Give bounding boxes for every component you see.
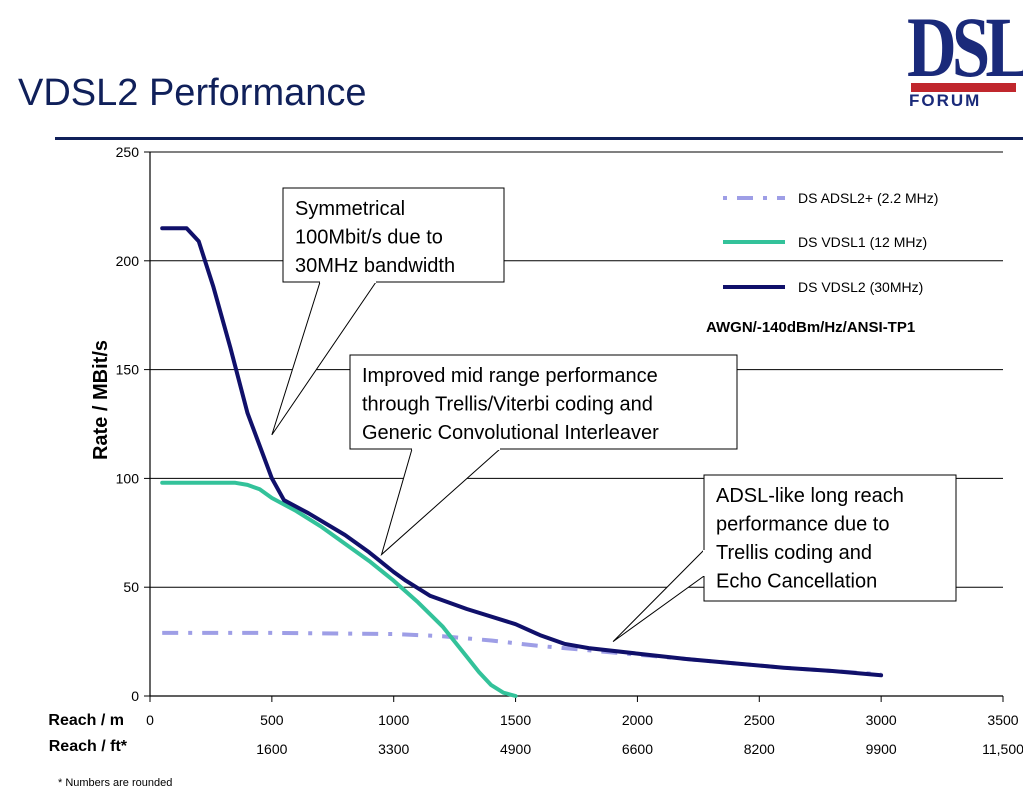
x-axis-label-m: Reach / m bbox=[48, 712, 124, 729]
series-line-0 bbox=[162, 630, 882, 677]
y-tick-label: 200 bbox=[116, 253, 140, 269]
series-line-2 bbox=[160, 226, 884, 678]
x-tick-label-m: 3500 bbox=[987, 712, 1018, 728]
legend-note: AWGN/-140dBm/Hz/ANSI-TP1 bbox=[706, 319, 915, 336]
x-axis-label-ft: Reach / ft* bbox=[49, 738, 128, 755]
x-tick-label-m: 500 bbox=[260, 712, 284, 728]
callout-box bbox=[703, 474, 957, 602]
callout-box bbox=[282, 187, 505, 283]
title-divider bbox=[55, 137, 1023, 140]
callout-pointer bbox=[380, 448, 502, 557]
x-tick-label-ft: 1600 bbox=[256, 741, 287, 757]
legend-label: DS ADSL2+ (2.2 MHz) bbox=[798, 190, 938, 206]
callout-text: through Trellis/Viterbi coding and bbox=[362, 394, 653, 416]
y-axis-label: Rate / MBit/s bbox=[90, 340, 112, 460]
x-tick-label-m: 2500 bbox=[744, 712, 775, 728]
y-tick-label: 0 bbox=[131, 688, 139, 704]
dsl-forum-logo: DSL FORUM bbox=[905, 0, 1023, 110]
series-line-1 bbox=[160, 480, 518, 698]
logo-subtext: FORUM bbox=[909, 91, 982, 110]
y-tick-label: 50 bbox=[123, 579, 139, 595]
y-tick-label: 100 bbox=[116, 470, 140, 486]
legend-label: DS VDSL2 (30MHz) bbox=[798, 279, 923, 295]
x-tick-label-m: 2000 bbox=[622, 712, 653, 728]
x-tick-label-ft: 11,500 bbox=[982, 741, 1023, 757]
x-tick-label-ft: 3300 bbox=[378, 741, 409, 757]
callout-text: ADSL-like long reach bbox=[716, 485, 904, 507]
slide-title: VDSL2 Performance bbox=[18, 72, 367, 114]
callout-box bbox=[349, 354, 738, 450]
x-tick-label-ft: 8200 bbox=[744, 741, 775, 757]
x-tick-label-ft: 4900 bbox=[500, 741, 531, 757]
callout-text: 30MHz bandwidth bbox=[295, 255, 455, 277]
callout-text: Trellis coding and bbox=[716, 542, 872, 564]
logo-wordmark: DSL bbox=[907, 0, 1023, 95]
x-tick-label-ft: 6600 bbox=[622, 741, 653, 757]
callout-text: 100Mbit/s due to bbox=[295, 227, 443, 249]
callout-pointer bbox=[612, 548, 705, 643]
x-tick-label-ft: 9900 bbox=[866, 741, 897, 757]
footnote: * Numbers are rounded bbox=[58, 777, 173, 789]
logo-band bbox=[911, 83, 1016, 92]
x-tick-label-m: 1500 bbox=[500, 712, 531, 728]
y-tick-label: 150 bbox=[116, 362, 140, 378]
callout-text: Symmetrical bbox=[295, 198, 405, 220]
callout-text: Improved mid range performance bbox=[362, 365, 658, 387]
x-tick-label-m: 1000 bbox=[378, 712, 409, 728]
x-tick-label-m: 3000 bbox=[866, 712, 897, 728]
y-tick-label: 250 bbox=[116, 144, 140, 160]
callout-text: Echo Cancellation bbox=[716, 571, 877, 593]
callout-text: performance due to bbox=[716, 514, 889, 536]
callout-text: Generic Convolutional Interleaver bbox=[362, 422, 659, 444]
legend-label: DS VDSL1 (12 MHz) bbox=[798, 234, 927, 250]
x-tick-label-m: 0 bbox=[146, 712, 154, 728]
